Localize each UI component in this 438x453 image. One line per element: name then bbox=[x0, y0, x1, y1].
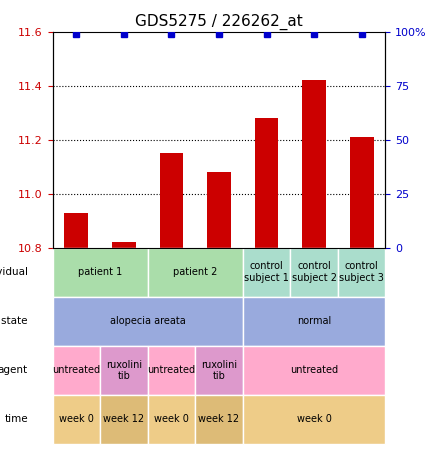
Text: time: time bbox=[4, 414, 28, 424]
Text: control
subject 3: control subject 3 bbox=[339, 261, 384, 283]
Title: GDS5275 / 226262_at: GDS5275 / 226262_at bbox=[135, 14, 303, 30]
Text: normal: normal bbox=[297, 316, 331, 326]
FancyBboxPatch shape bbox=[148, 346, 195, 395]
Text: ruxolini
tib: ruxolini tib bbox=[201, 360, 237, 381]
Text: week 0: week 0 bbox=[59, 414, 94, 424]
Bar bbox=[100, 248, 148, 323]
Text: patient 2: patient 2 bbox=[173, 267, 217, 277]
Text: week 12: week 12 bbox=[198, 414, 240, 424]
Text: agent: agent bbox=[0, 365, 28, 376]
Text: untreated: untreated bbox=[147, 365, 195, 376]
Bar bbox=[207, 172, 231, 248]
Text: alopecia areata: alopecia areata bbox=[110, 316, 186, 326]
FancyBboxPatch shape bbox=[148, 248, 243, 297]
Bar bbox=[112, 242, 136, 248]
FancyBboxPatch shape bbox=[148, 395, 195, 444]
Text: untreated: untreated bbox=[290, 365, 338, 376]
FancyBboxPatch shape bbox=[195, 395, 243, 444]
FancyBboxPatch shape bbox=[338, 248, 385, 297]
Bar bbox=[302, 80, 326, 248]
Text: control
subject 1: control subject 1 bbox=[244, 261, 289, 283]
FancyBboxPatch shape bbox=[243, 395, 385, 444]
Bar bbox=[338, 248, 385, 323]
Text: week 0: week 0 bbox=[154, 414, 189, 424]
Text: ruxolini
tib: ruxolini tib bbox=[106, 360, 142, 381]
Bar bbox=[350, 137, 374, 248]
FancyBboxPatch shape bbox=[243, 346, 385, 395]
Bar bbox=[53, 248, 100, 323]
Bar bbox=[64, 212, 88, 248]
Bar bbox=[290, 248, 338, 323]
Bar bbox=[195, 248, 243, 323]
FancyBboxPatch shape bbox=[243, 297, 385, 346]
Text: control
subject 2: control subject 2 bbox=[292, 261, 337, 283]
FancyBboxPatch shape bbox=[290, 248, 338, 297]
Text: week 0: week 0 bbox=[297, 414, 332, 424]
FancyBboxPatch shape bbox=[100, 346, 148, 395]
FancyBboxPatch shape bbox=[100, 395, 148, 444]
FancyBboxPatch shape bbox=[53, 248, 148, 297]
Bar bbox=[254, 118, 279, 248]
Text: individual: individual bbox=[0, 267, 28, 277]
FancyBboxPatch shape bbox=[243, 248, 290, 297]
FancyBboxPatch shape bbox=[53, 297, 243, 346]
FancyBboxPatch shape bbox=[195, 346, 243, 395]
Text: disease state: disease state bbox=[0, 316, 28, 326]
Text: week 12: week 12 bbox=[103, 414, 145, 424]
Bar bbox=[148, 248, 195, 323]
Bar bbox=[243, 248, 290, 323]
Bar bbox=[159, 153, 184, 248]
Text: untreated: untreated bbox=[52, 365, 100, 376]
FancyBboxPatch shape bbox=[53, 395, 100, 444]
FancyBboxPatch shape bbox=[53, 346, 100, 395]
Text: patient 1: patient 1 bbox=[78, 267, 122, 277]
